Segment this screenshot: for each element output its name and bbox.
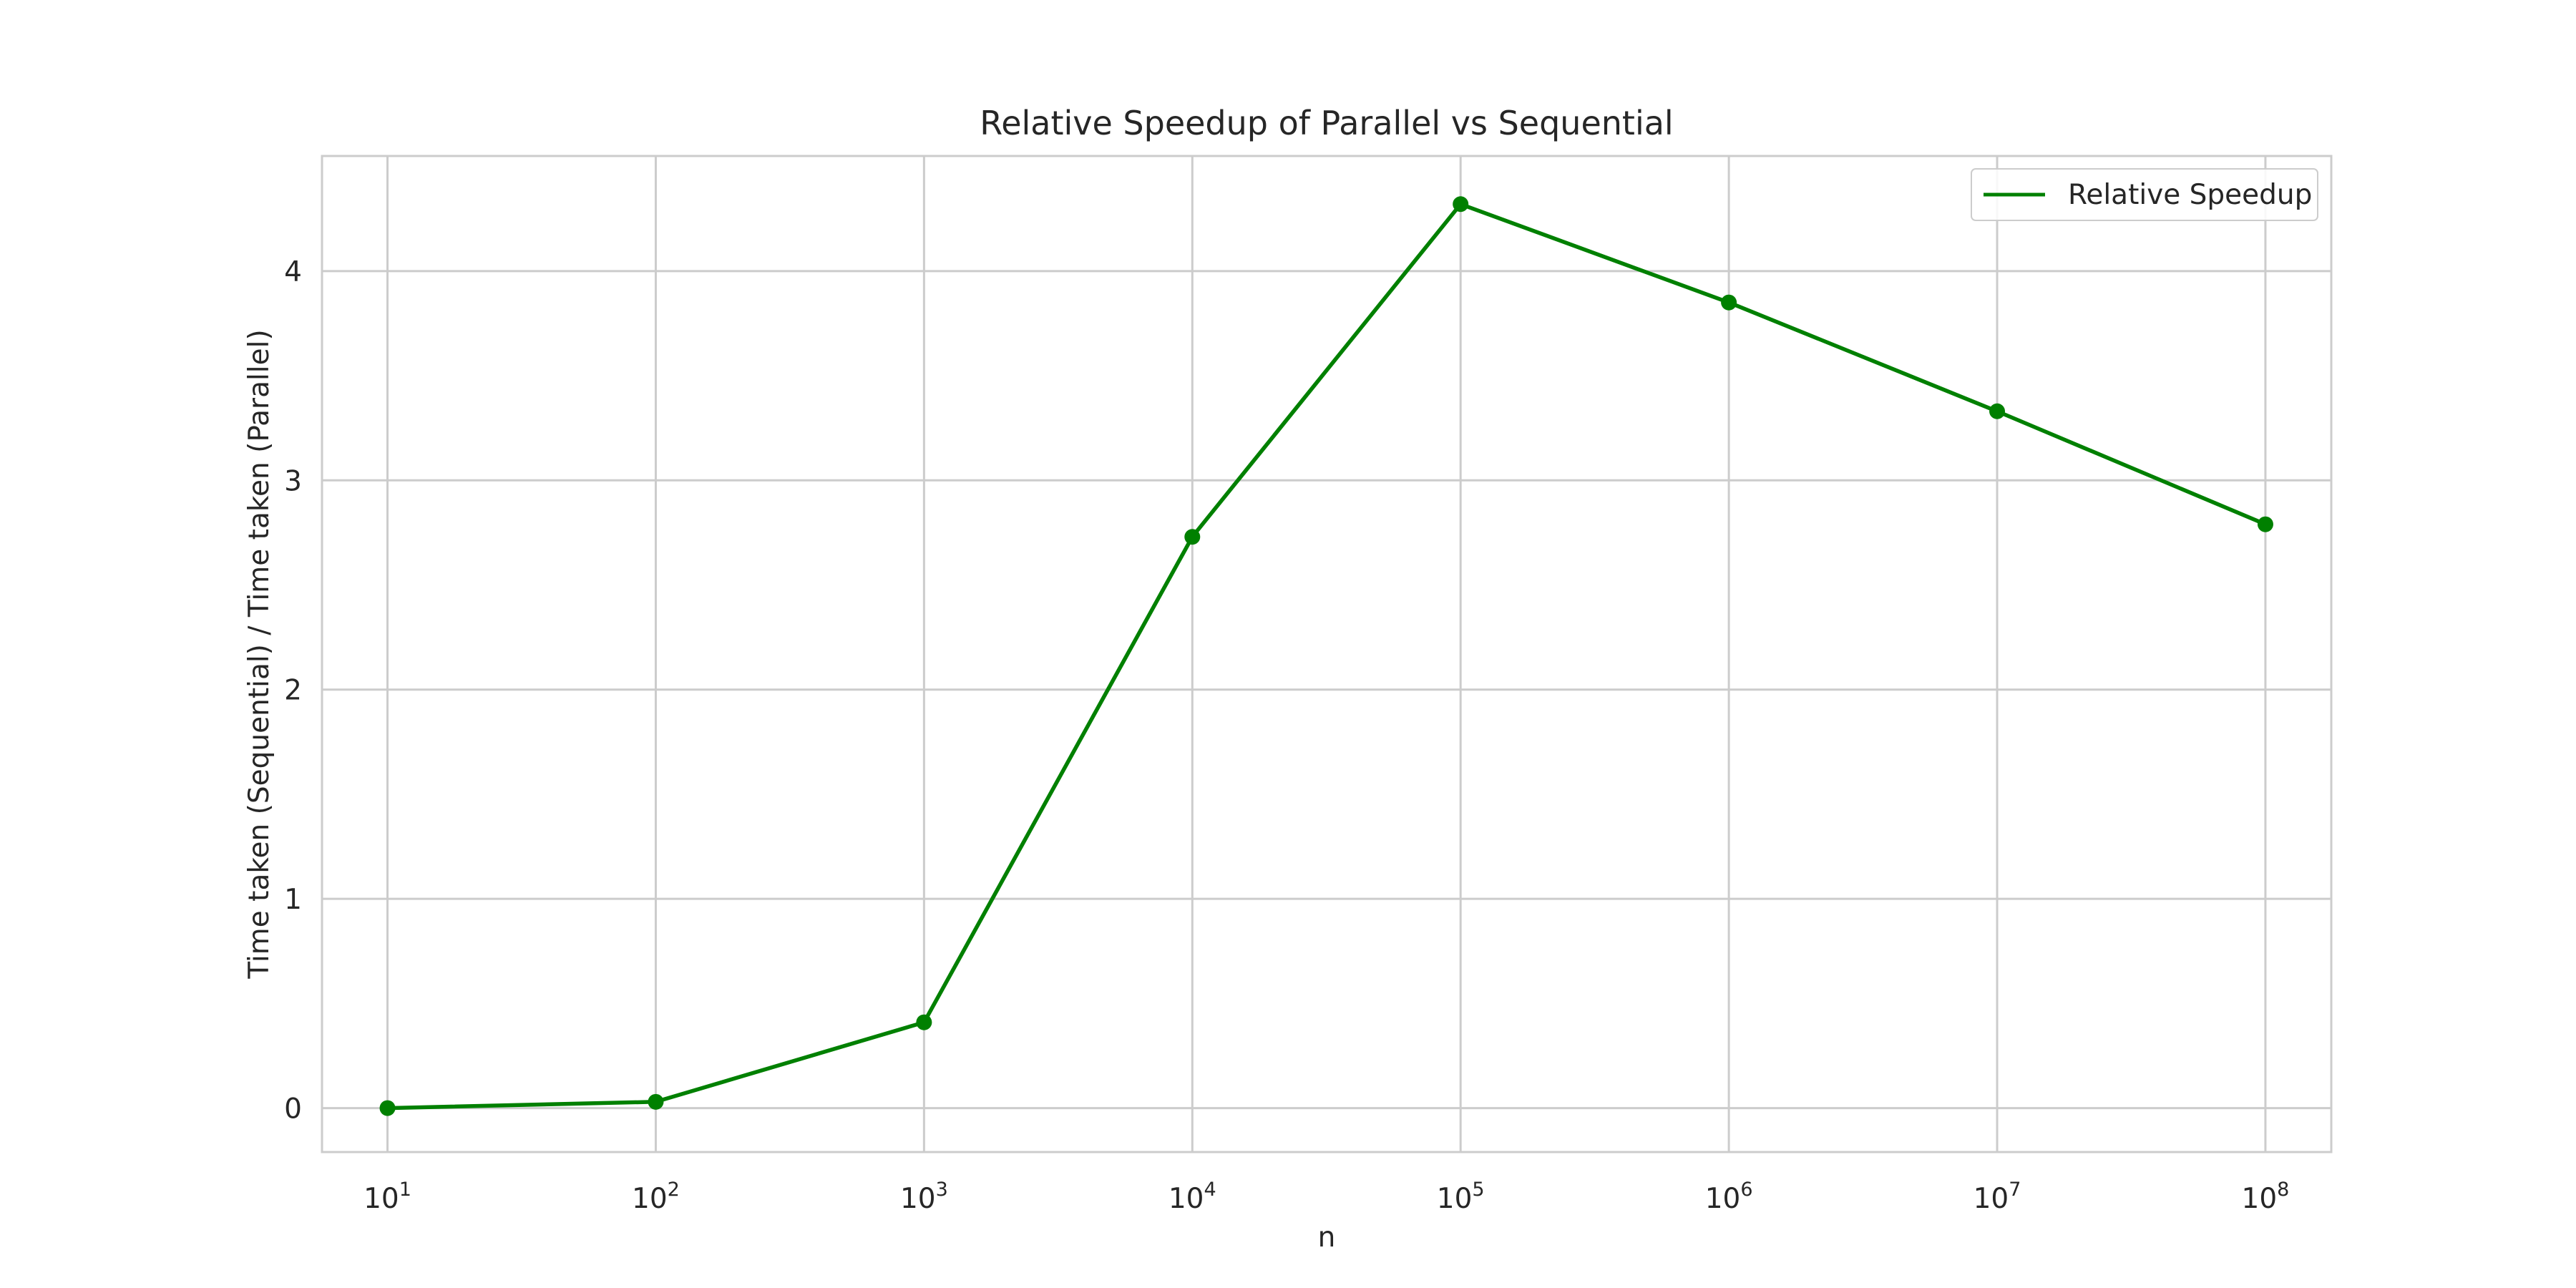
y-tick-label: 3	[284, 465, 302, 497]
x-tick-label: 101	[364, 1179, 411, 1215]
x-tick-labels: 101 102 103 104 105 106 107 108	[364, 1179, 2289, 1215]
x-tick-label: 102	[632, 1179, 680, 1215]
data-point	[1453, 196, 1469, 213]
data-point	[648, 1093, 664, 1110]
data-point	[379, 1100, 396, 1116]
data-point	[916, 1014, 932, 1030]
y-tick-label: 0	[284, 1093, 302, 1126]
series-line-relative-speedup	[385, 202, 2268, 1111]
x-tick-label: 108	[2242, 1179, 2290, 1215]
data-point	[1721, 294, 1737, 311]
y-tick-labels: 0 1 2 3 4	[284, 256, 302, 1126]
x-tick-label: 103	[900, 1179, 948, 1215]
plot-area-frame	[321, 155, 2333, 1153]
series-layer	[379, 196, 2273, 1116]
x-tick-label: 107	[1974, 1179, 2021, 1215]
y-tick-label: 1	[284, 884, 302, 916]
data-point	[2257, 516, 2273, 532]
y-axis-label: Time taken (Sequential) / Time taken (Pa…	[243, 329, 275, 979]
legend: Relative Speedup	[1971, 168, 2318, 221]
chart-title: Relative Speedup of Parallel vs Sequenti…	[980, 104, 1673, 142]
y-tick-label: 2	[284, 675, 302, 707]
data-point	[1184, 529, 1201, 545]
x-tick-label: 104	[1169, 1179, 1216, 1215]
y-tick-label: 4	[284, 256, 302, 288]
legend-box	[1971, 168, 2318, 221]
x-axis-label: n	[1318, 1221, 1336, 1254]
data-point	[1989, 403, 2006, 419]
x-tick-label: 106	[1705, 1179, 1753, 1215]
legend-label-relative-speedup: Relative Speedup	[2068, 179, 2312, 211]
x-tick-label: 105	[1437, 1179, 1485, 1215]
